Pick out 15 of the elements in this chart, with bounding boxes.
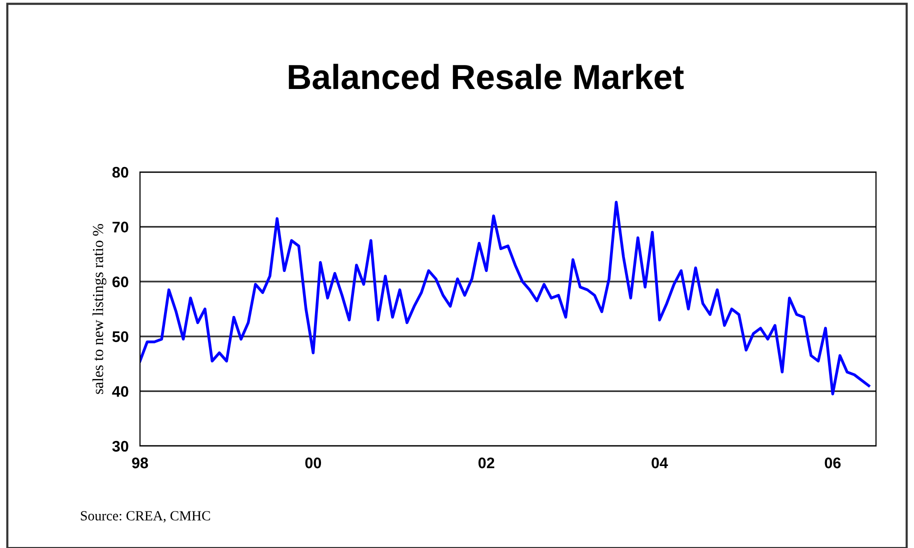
line-series — [140, 200, 870, 396]
y-axis-title: sales to new listings ratio % — [92, 224, 106, 394]
y-tick-label: 30 — [112, 440, 128, 452]
x-tick-label: 04 — [652, 458, 668, 468]
x-tick-label: 02 — [478, 458, 494, 468]
y-tick-label: 60 — [112, 276, 128, 288]
source-note: Source: CREA, CMHC — [80, 511, 210, 522]
y-tick-label: 80 — [112, 166, 128, 178]
y-tick-label: 70 — [112, 222, 128, 232]
y-tick-label: 50 — [112, 331, 128, 342]
x-tick-label: 06 — [824, 458, 841, 468]
chart-title: Balanced Resale Market — [288, 64, 684, 90]
x-tick-label: 98 — [132, 458, 148, 468]
y-tick-label: 40 — [112, 386, 128, 397]
x-tick-label: 00 — [305, 458, 322, 468]
